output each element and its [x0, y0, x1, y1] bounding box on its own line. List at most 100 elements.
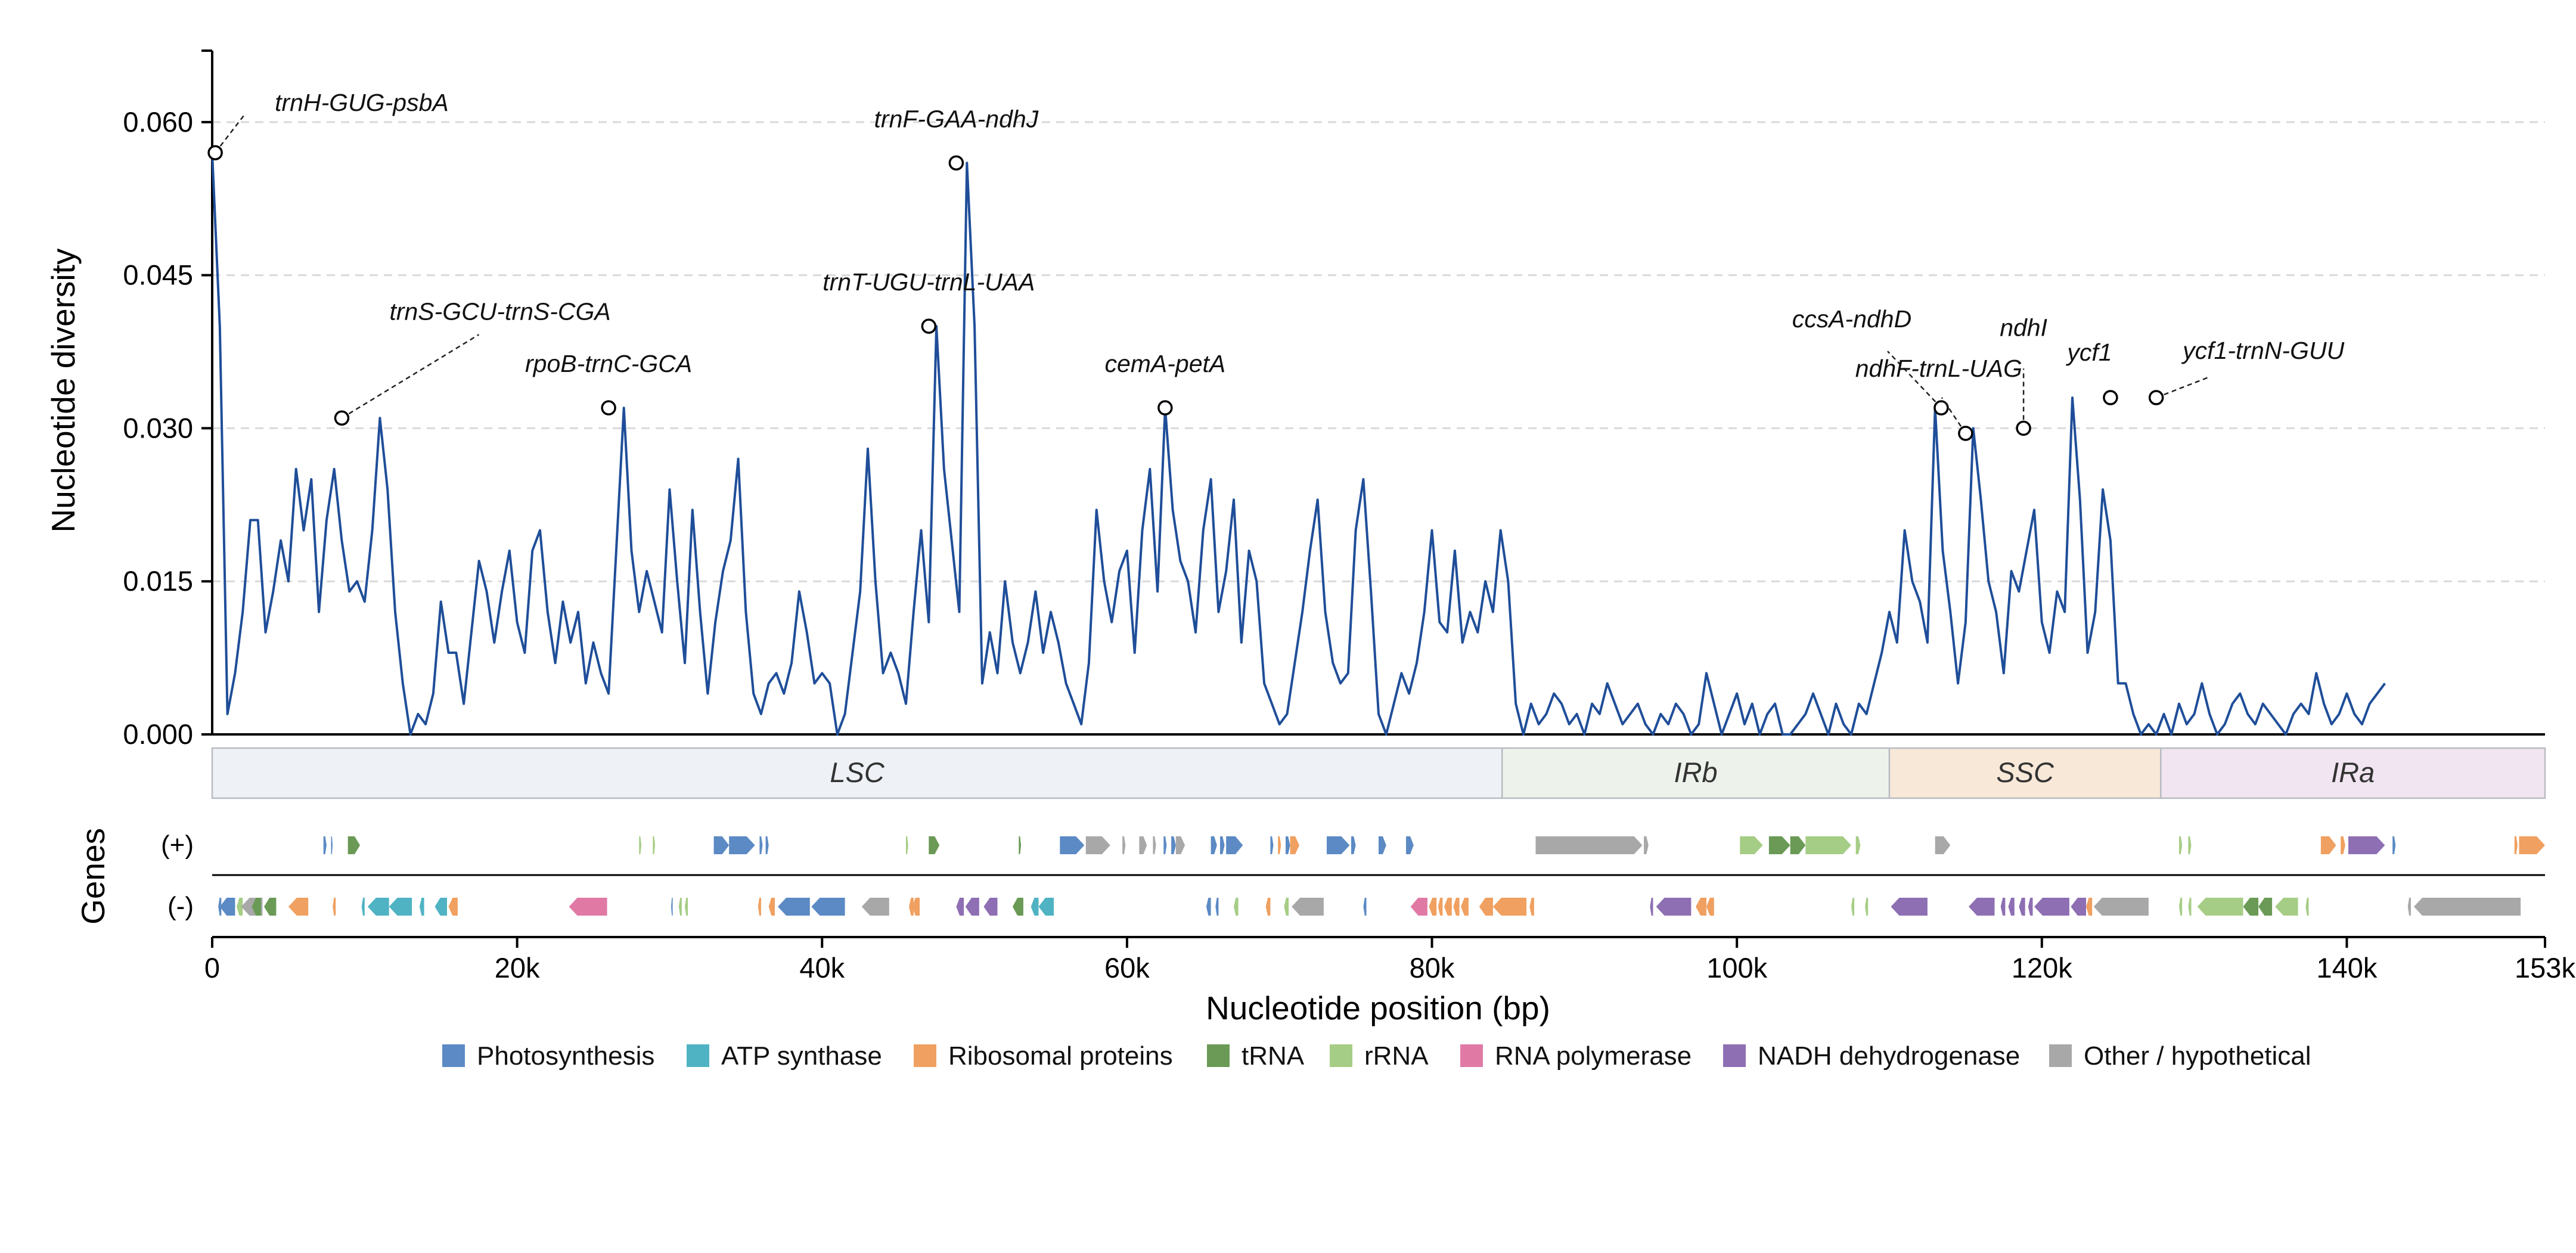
plus-gene-arrow	[1406, 836, 1414, 854]
plus-gene-arrow	[713, 836, 730, 854]
minus-gene-arrow	[811, 898, 845, 916]
minus-gene-arrow	[2019, 898, 2025, 916]
region-ssc-band	[1888, 747, 2162, 799]
peak-leader-line	[1941, 397, 1966, 434]
plus-gene-arrow	[1327, 836, 1350, 854]
peak-label: rpoB-trnC-GCA	[525, 350, 692, 377]
plus-gene-arrow	[729, 836, 755, 854]
minus-gene-arrow	[2000, 898, 2006, 916]
minus-gene-arrow	[219, 898, 235, 916]
minus-gene-arrow	[768, 898, 775, 916]
minus-gene-arrow	[1479, 898, 1493, 916]
minus-gene-arrow	[1696, 898, 1706, 916]
minus-gene-arrow	[1529, 898, 1534, 916]
peak-label: ndhF-trnL-UAG	[1855, 355, 2022, 382]
peak-marker	[334, 410, 350, 426]
plus-gene-arrow	[2341, 836, 2345, 854]
minus-gene-arrow	[448, 898, 458, 916]
axis-layer: 0.000 0.015 0.030 0.045 0.060 0 20k 40k 60k 80k 10…	[123, 49, 2575, 984]
plus-gene-arrow	[2514, 836, 2518, 854]
minus-gene-arrow	[2243, 898, 2259, 916]
plus-gene-arrow	[1855, 836, 1861, 854]
minus-gene-arrow	[1706, 898, 1714, 916]
y-axis-title: Nucleotide diversity	[45, 248, 82, 532]
minus-gene-arrow	[1969, 898, 1995, 916]
minus-gene-arrow	[1429, 898, 1437, 916]
minus-gene-arrow	[1031, 898, 1039, 916]
peak-label: ycf1	[2065, 339, 2112, 366]
plus-gene-arrow	[347, 836, 361, 854]
plus-gene-arrow	[323, 836, 327, 854]
legend-label: tRNA	[1242, 1041, 1305, 1071]
x-tick-label: 153k	[2515, 952, 2575, 984]
peak-label: trnT-UGU-trnL-UAA	[823, 268, 1035, 296]
minus-gene-arrow	[671, 898, 673, 916]
minus-gene-arrow	[1265, 898, 1271, 916]
plus-gene-arrow	[2188, 836, 2192, 854]
plus-gene-arrow	[1768, 836, 1790, 854]
legend-swatch	[1460, 1044, 1483, 1067]
x-tick-label: 0	[204, 952, 220, 984]
x-tick-label: 100k	[1706, 952, 1767, 984]
line-layer	[211, 153, 2386, 736]
plus-gene-arrow	[653, 836, 656, 854]
minus-gene-arrow	[1492, 898, 1527, 916]
minus-gene-arrow	[252, 898, 261, 916]
minus-gene-arrow	[2028, 898, 2033, 916]
plus-gene-arrow	[639, 836, 642, 854]
legend-label: NADH dehydrogenase	[1758, 1041, 2020, 1071]
minus-gene-arrow	[367, 898, 389, 916]
peak-marker	[601, 400, 616, 415]
genes-track-title: Genes	[75, 828, 111, 925]
x-tick-label: 20k	[495, 952, 540, 984]
peak-marker	[1157, 400, 1173, 415]
minus-gene-arrow	[419, 898, 424, 916]
minus-gene-arrow	[2275, 898, 2298, 916]
minus-gene-arrow	[1038, 898, 1054, 916]
minus-gene-arrow	[778, 898, 810, 916]
minus-gene-arrow	[983, 898, 998, 916]
plus-gene-arrow	[1171, 836, 1176, 854]
minus-gene-arrow	[264, 898, 277, 916]
minus-gene-arrow	[333, 898, 336, 916]
x-tick-label: 40k	[799, 952, 845, 984]
plus-gene-arrow	[759, 836, 763, 854]
plus-gene-arrow	[1790, 836, 1806, 854]
minus-gene-arrow	[1656, 898, 1692, 916]
peak-marker	[2103, 390, 2118, 405]
x-tick-label: 120k	[2012, 952, 2072, 984]
plus-gene-arrow	[1060, 836, 1085, 854]
plus-gene-arrow	[1163, 836, 1167, 854]
plus-gene-arrow	[2348, 836, 2385, 854]
minus-gene-arrow	[1363, 898, 1367, 916]
peak-layer: trnH-GUG-psbA trnS-GCU-trnS-CGA rpoB-trnC-…	[207, 89, 2345, 441]
minus-gene-arrow	[1865, 898, 1869, 916]
plus-gene-arrow	[2179, 836, 2183, 854]
minus-gene-arrow	[569, 898, 607, 916]
minus-gene-arrow	[2197, 898, 2243, 916]
plus-gene-arrow	[2392, 836, 2396, 854]
plus-gene-arrow	[1139, 836, 1147, 854]
region-layer: LSC IRb SSC IRa	[211, 747, 2546, 799]
minus-gene-arrow	[1453, 898, 1460, 916]
region-irb-label: IRb	[1674, 756, 1718, 788]
minus-gene-arrow	[2093, 898, 2149, 916]
plus-gene-arrow	[1805, 836, 1851, 854]
legend-swatch	[914, 1044, 936, 1067]
plus-gene-arrow	[929, 836, 940, 854]
peak-leader-line	[2156, 376, 2211, 399]
legend-swatch	[1330, 1044, 1352, 1067]
peak-marker	[2148, 390, 2164, 405]
minus-gene-arrow	[2179, 898, 2183, 916]
region-irb-band	[1501, 747, 1891, 799]
legend-swatch	[442, 1044, 465, 1067]
plus-gene-arrow	[765, 836, 769, 854]
x-tick-label: 80k	[1410, 952, 1455, 984]
legend-swatch	[2049, 1044, 2072, 1067]
minus-gene-arrow	[965, 898, 979, 916]
minus-gene-arrow	[956, 898, 964, 916]
minus-gene-arrow	[2258, 898, 2273, 916]
peak-label: cemA-petA	[1104, 350, 1225, 377]
peak-marker	[2016, 420, 2031, 436]
